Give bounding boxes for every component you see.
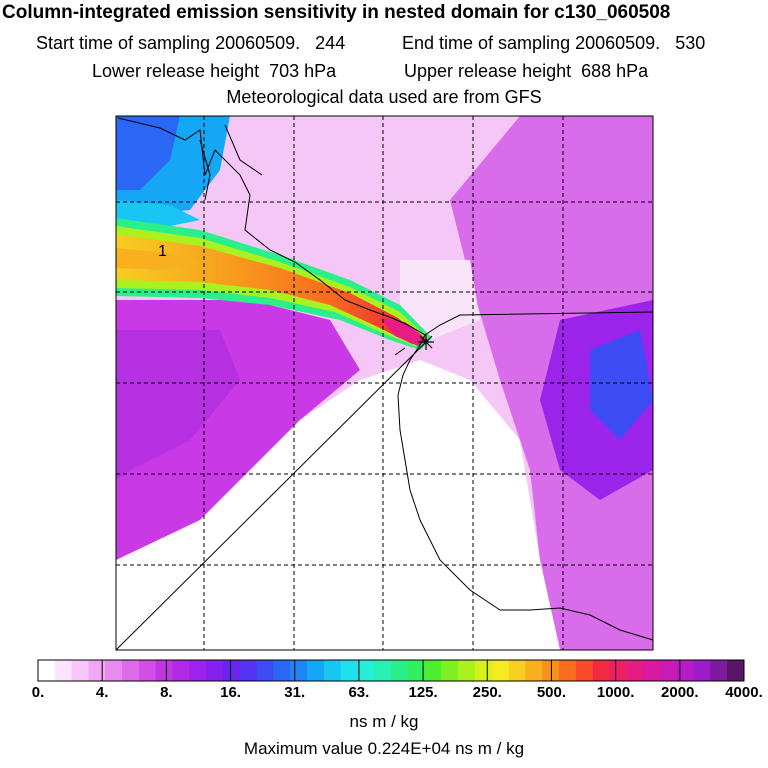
colorbar-swatch	[374, 660, 392, 681]
colorbar-swatch	[508, 660, 526, 681]
colorbar-swatch	[239, 660, 258, 681]
colorbar-swatch	[609, 660, 627, 681]
field-white-south	[116, 360, 560, 650]
colorbar-swatch	[458, 660, 476, 681]
release-point-marker	[418, 334, 434, 350]
field-light-patch	[400, 260, 480, 340]
lower-release-label: Lower release height 703 hPa	[92, 61, 337, 81]
colorbar-swatch	[542, 660, 560, 681]
colorbar-swatch	[54, 660, 73, 681]
colorbar-swatch	[491, 660, 510, 681]
colorbar-swatch	[206, 660, 224, 681]
colorbar-swatch	[323, 660, 342, 681]
colorbar-swatch	[340, 660, 358, 681]
colorbar-swatch	[727, 660, 745, 681]
colorbar-swatch	[273, 660, 291, 681]
met-data-label: Meteorological data used are from GFS	[226, 87, 542, 107]
start-time-label: Start time of sampling 20060509. 244	[36, 33, 346, 53]
colorbar-swatch	[105, 660, 123, 681]
colorbar-tick-label: 0.	[31, 684, 45, 701]
colorbar-tick-label: 8.	[160, 684, 173, 701]
colorbar-swatch	[710, 660, 728, 681]
field-blue-northwest	[116, 116, 180, 190]
colorbar-swatch	[676, 660, 695, 681]
colorbar-tick-label: 1000.	[596, 684, 635, 701]
colorbar-tick-label: 250.	[472, 684, 502, 701]
colorbar-swatch	[357, 660, 375, 681]
colorbar-swatch	[592, 660, 611, 681]
map-title: Column-integrated emission sensitivity i…	[2, 2, 671, 23]
colorbar-tick-label: 16.	[220, 684, 241, 701]
end-time-label: End time of sampling 20060509. 530	[402, 33, 706, 53]
colorbar-swatch	[659, 660, 678, 681]
colorbar-swatch	[172, 660, 190, 681]
colorbar	[37, 659, 745, 682]
colorbar-swatch	[559, 660, 577, 681]
colorbar-swatch	[626, 660, 644, 681]
colorbar-swatch	[155, 660, 173, 681]
colorbar-tick-label: 63.	[348, 684, 370, 701]
plume-west-core	[116, 248, 200, 270]
plume-peak	[380, 318, 428, 346]
colorbar-units: ns m / kg	[349, 712, 419, 731]
maximum-value-text: Maximum value 0.224E+04 ns m / kg	[243, 739, 525, 758]
map-frame	[115, 115, 654, 651]
colorbar-tick-label: 500.	[536, 684, 567, 701]
colorbar-swatch	[290, 660, 308, 681]
colorbar-swatch	[256, 660, 274, 681]
colorbar-swatch	[391, 660, 409, 681]
colorbar-swatch	[475, 660, 493, 681]
colorbar-swatch	[643, 660, 661, 681]
contour-label: 1	[158, 243, 167, 260]
colorbar-swatch	[525, 660, 543, 681]
colorbar-swatch	[38, 660, 56, 681]
colorbar-swatch	[138, 660, 157, 681]
colorbar-swatch	[71, 660, 89, 681]
colorbar-swatch	[222, 660, 241, 681]
colorbar-swatch	[407, 660, 426, 681]
trajectory-line	[115, 341, 427, 651]
colorbar-swatch	[122, 660, 140, 681]
upper-release-label: Upper release height 688 hPa	[404, 61, 649, 81]
colorbar-swatch	[693, 660, 711, 681]
colorbar-swatch	[575, 660, 594, 681]
colorbar-tick-label: 2000.	[661, 684, 699, 701]
colorbar-tick-label: 4.	[95, 684, 109, 701]
coastline	[117, 117, 654, 641]
field-purple-west-core	[116, 330, 240, 480]
colorbar-swatch	[306, 660, 325, 681]
colorbar-swatch	[441, 660, 459, 681]
colorbar-tick-label: 4000.	[725, 684, 763, 701]
colorbar-swatch	[189, 660, 207, 681]
field-blue-east	[590, 330, 653, 440]
colorbar-tick-label: 31.	[284, 684, 306, 701]
colorbar-swatch	[424, 660, 442, 681]
colorbar-tick-label: 125.	[408, 684, 438, 701]
colorbar-swatch	[88, 660, 106, 681]
